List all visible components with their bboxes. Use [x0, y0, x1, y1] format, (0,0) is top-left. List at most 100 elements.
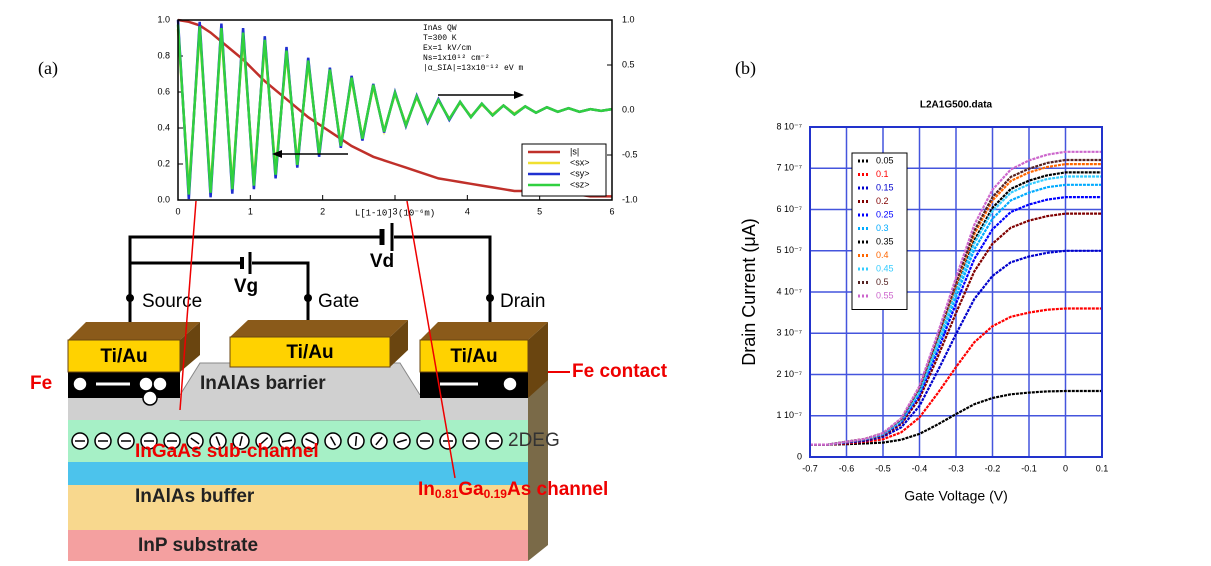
pointer — [179, 200, 197, 411]
y-tick-label: 0.8 — [157, 50, 170, 60]
sub-channel-layer — [68, 462, 528, 485]
contact — [67, 339, 181, 373]
x-tick-label: 0 — [175, 206, 180, 216]
source-label: Source — [142, 291, 202, 312]
series-line — [810, 150, 1102, 446]
annotation: Ns=1x10¹² cm⁻² — [423, 54, 490, 63]
x-tick-label: -0.1 — [1021, 463, 1037, 473]
x-tick-label: 2 — [320, 206, 325, 216]
y-tick-label: 4 10⁻⁷ — [776, 286, 802, 296]
spin-arrow — [190, 437, 200, 445]
channel-label: In0.81Ga0.19As channel — [418, 479, 608, 501]
x-tick-label: 3 — [392, 206, 397, 216]
substrate-layer — [68, 530, 528, 561]
barrier-layer — [68, 395, 528, 420]
spin-arrow — [396, 438, 408, 444]
x-tick-label: -0.3 — [948, 463, 964, 473]
chart-title: L2A1G500.data — [920, 100, 993, 111]
panel-label: (b) — [735, 58, 756, 79]
legend-label: <sz> — [570, 179, 590, 189]
contact-side — [528, 322, 548, 398]
spin-arrow — [281, 439, 293, 443]
legend-label: 0.25 — [876, 209, 894, 219]
plot-frame — [177, 19, 613, 201]
fe-label: Fe — [30, 373, 52, 394]
spin-arrow — [375, 436, 383, 446]
annotation: Ex=1 kV/cm — [423, 44, 471, 53]
y-tick-label: 0 — [797, 451, 802, 461]
legend-label: 0.45 — [876, 263, 894, 273]
terminal — [486, 294, 494, 302]
barrier-label: InAlAs barrier — [200, 373, 326, 394]
fe-contact-label: Fe contact — [572, 361, 668, 382]
legend-label: 0.35 — [876, 236, 894, 246]
y2-tick-label: 1.0 — [622, 14, 635, 24]
contact-side — [390, 320, 408, 367]
y-tick-label: 0.4 — [157, 122, 170, 132]
contact-top — [420, 322, 548, 340]
spin-arrow — [215, 436, 221, 446]
y-tick-label: 5 10⁻⁷ — [776, 245, 802, 255]
spin — [138, 376, 154, 392]
plot-frame — [809, 126, 1103, 458]
legend-label: |s| — [570, 146, 579, 156]
y2-tick-label: 0.5 — [622, 59, 635, 69]
legend-label: 0.05 — [876, 155, 894, 165]
pointer — [406, 200, 456, 479]
x-axis-label: Gate Voltage (V) — [904, 488, 1008, 504]
legend-label: 0.15 — [876, 182, 894, 192]
spin-arrows — [71, 376, 518, 450]
spin — [502, 376, 518, 392]
y-tick-label: 0.0 — [157, 194, 170, 204]
arrowhead — [514, 91, 524, 99]
y-tick-label: 2 10⁻⁷ — [776, 369, 802, 379]
y2-tick-label: 0.0 — [622, 104, 635, 114]
contact-label: Ti/Au — [450, 346, 497, 367]
x-axis-label: L[1-10] (10⁻⁶m) — [355, 208, 435, 218]
contact-top — [230, 320, 408, 337]
spin-arrow — [305, 438, 315, 444]
channel-label-part: In — [418, 479, 435, 500]
x-tick-label: -0.4 — [912, 463, 928, 473]
contact-label: Ti/Au — [286, 342, 333, 363]
spin — [152, 376, 168, 392]
legend-label: 0.2 — [876, 196, 889, 206]
legend-label: <sy> — [570, 168, 590, 178]
x-tick-label: 0.1 — [1096, 463, 1109, 473]
annotation: T=300 K — [423, 34, 457, 43]
vd-label: Vd — [370, 251, 394, 272]
spin-arrow — [354, 435, 358, 447]
buffer-label: InAlAs buffer — [135, 486, 255, 507]
channel-label-part: 0.81 — [435, 487, 459, 501]
y-tick-label: 1.0 — [157, 14, 170, 24]
contact-side — [180, 322, 200, 372]
contact — [419, 339, 529, 373]
y-tick-label: 8 10⁻⁷ — [776, 121, 802, 131]
legend-label: 0.5 — [876, 277, 889, 287]
panel-label: (a) — [38, 58, 58, 79]
y-tick-label: 0.6 — [157, 86, 170, 96]
terminal — [126, 294, 134, 302]
contact-top — [68, 322, 200, 340]
arrowhead — [272, 150, 282, 158]
circuit — [128, 223, 492, 340]
x-tick-label: 6 — [609, 206, 614, 216]
y-tick-label: 1 10⁻⁷ — [776, 410, 802, 420]
channel-label-part: 0.19 — [484, 487, 508, 501]
substrate-label: InP substrate — [138, 535, 258, 556]
annotation: InAs QW — [423, 24, 457, 33]
series-line — [176, 24, 613, 195]
spin-arrow — [239, 435, 243, 447]
spin-arrow — [329, 436, 337, 446]
contact-label: Ti/Au — [100, 346, 147, 367]
y-axis-label: Drain Current (μA) — [739, 218, 759, 365]
spin — [72, 376, 88, 392]
legend-label: <sx> — [570, 157, 590, 167]
spin — [142, 390, 158, 406]
gate-label: Gate — [318, 291, 359, 312]
2deg-label: 2DEG — [508, 430, 560, 451]
x-tick-label: -0.5 — [875, 463, 891, 473]
x-tick-label: 1 — [248, 206, 253, 216]
x-tick-label: -0.2 — [985, 463, 1001, 473]
